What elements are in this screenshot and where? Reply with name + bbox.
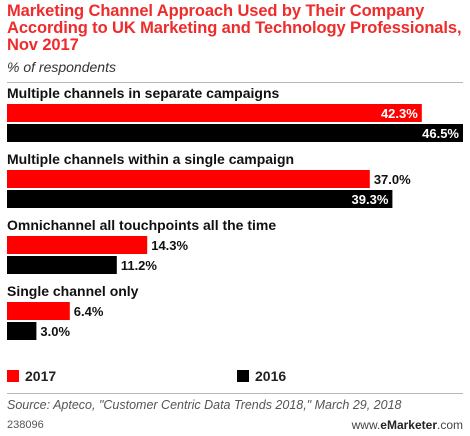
value-label-2017-multiple-channels-in-separate-campaigns: 42.3%	[381, 106, 418, 121]
legend-item-2016: 2016	[237, 368, 286, 384]
chart-title: Marketing Channel Approach Used by Their…	[7, 2, 462, 54]
top-divider	[7, 82, 463, 83]
bar-2017-omnichannel-all-touchpoints-all-the-time	[7, 236, 148, 254]
bar-2016-omnichannel-all-touchpoints-all-the-time	[7, 256, 117, 274]
value-label-2017-omnichannel-all-touchpoints-all-the-time: 14.3%	[151, 238, 188, 253]
legend-item-2017: 2017	[7, 368, 56, 384]
legend-swatch-2017	[7, 370, 19, 382]
value-label-2016-multiple-channels-within-a-single-campaign: 39.3%	[352, 192, 389, 207]
legend-label-2016: 2016	[255, 368, 287, 384]
brand-suffix: .com	[436, 418, 463, 432]
bar-chart: Multiple channels in separate campaigns 4…	[7, 85, 463, 340]
chart-subtitle: % of respondents	[7, 59, 116, 75]
value-label-2016-single-channel-only: 3.0%	[40, 324, 70, 339]
bottom-divider	[7, 393, 463, 394]
category-label-multiple-channels-in-separate-campaigns: Multiple channels in separate campaigns	[7, 85, 280, 101]
value-label-2016-multiple-channels-in-separate-campaigns: 46.5%	[422, 126, 459, 141]
brand-prefix: www.	[351, 418, 381, 432]
brand-name: eMarketer	[380, 418, 437, 432]
category-label-omnichannel-all-touchpoints-all-the-time: Omnichannel all touchpoints all the time	[7, 217, 276, 233]
source-note: Source: Apteco, "Customer Centric Data T…	[7, 398, 402, 412]
brand-logo: www.eMarketer.com	[352, 418, 463, 432]
category-label-multiple-channels-within-a-single-campaign: Multiple channels within a single campai…	[7, 151, 294, 167]
bar-2017-single-channel-only	[7, 302, 70, 320]
chart-id: 238096	[7, 419, 44, 431]
bar-2016-single-channel-only	[7, 322, 37, 340]
bar-2017-multiple-channels-in-separate-campaigns	[7, 104, 422, 122]
category-label-single-channel-only: Single channel only	[7, 283, 139, 299]
value-label-2017-multiple-channels-within-a-single-campaign: 37.0%	[374, 172, 411, 187]
legend-label-2017: 2017	[25, 368, 57, 384]
legend-swatch-2016	[237, 370, 249, 382]
value-label-2017-single-channel-only: 6.4%	[74, 304, 104, 319]
bar-2016-multiple-channels-within-a-single-campaign	[7, 190, 393, 208]
bar-2016-multiple-channels-in-separate-campaigns	[7, 124, 463, 142]
value-label-2016-omnichannel-all-touchpoints-all-the-time: 11.2%	[121, 258, 158, 273]
bar-2017-multiple-channels-within-a-single-campaign	[7, 170, 370, 188]
